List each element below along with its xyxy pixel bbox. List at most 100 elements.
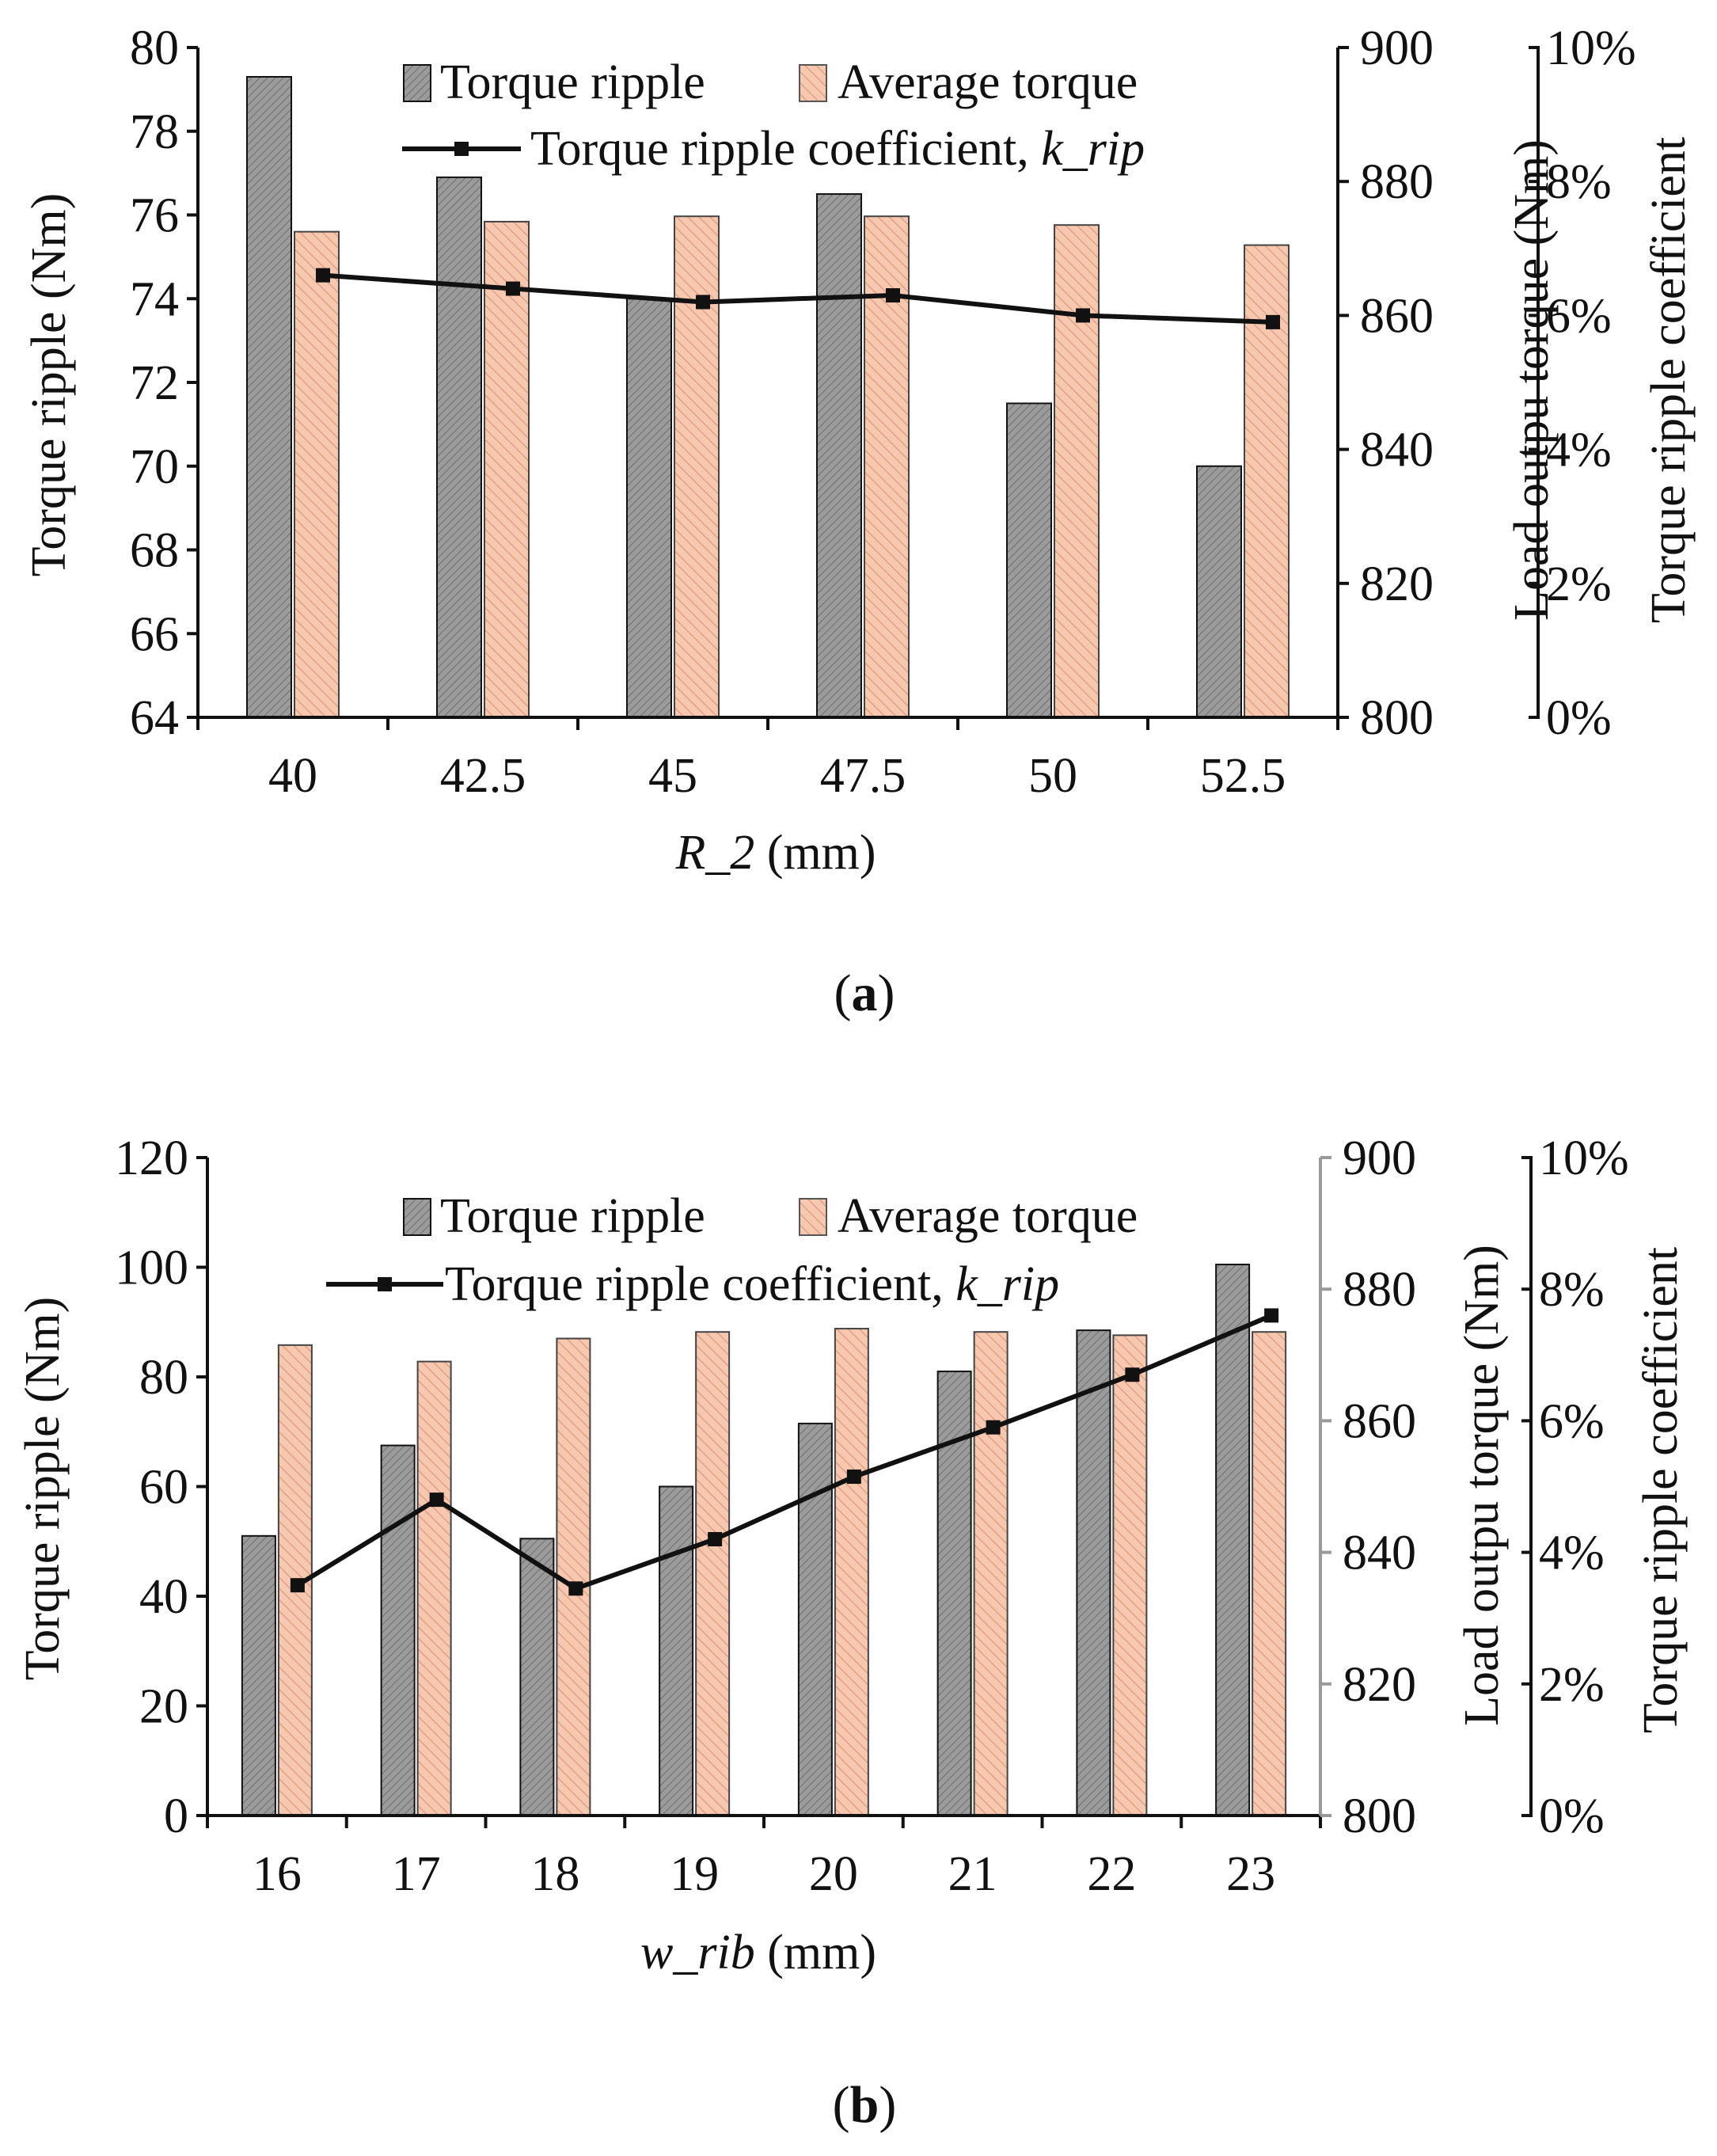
k-rip-marker [568,1581,583,1596]
k-rip-marker [429,1492,444,1508]
x-tick-label: 42.5 [440,749,526,803]
y-tick-label-right-load: 900 [1360,21,1434,75]
bar-torque-ripple [1215,1264,1251,1816]
bar-torque-ripple [519,1538,555,1816]
y-tick-label-right-coefficient: 10% [1546,21,1636,75]
y-tick-label-right-load: 840 [1343,1527,1416,1580]
bar-average-torque [834,1328,869,1817]
bar-torque-ripple [659,1485,694,1816]
y-tick-label-right-coefficient: 2% [1539,1658,1605,1712]
y-tick-label-right-coefficient: 2% [1546,557,1612,611]
x-axis-label: w_rib (mm) [640,1926,876,1979]
x-tick-label: 17 [392,1847,441,1901]
k-rip-marker [316,268,330,283]
bar-average-torque [294,230,340,718]
y-axis-label-right-coefficient: Torque ripple coefficient [1634,1247,1688,1733]
y-tick-label-right-coefficient: 8% [1546,155,1612,209]
chart-panel-a: 40 42.5 45 47.5 50 52.5 64 66 68 70 72 74 76 78 80 800 8… [22,21,1696,1022]
y-tick-label-right-coefficient: 0% [1539,1789,1605,1843]
y-tick-label-left: 20 [139,1680,188,1734]
x-axis-label: R_2 (mm) [674,826,876,880]
k-rip-marker [1076,308,1090,323]
k-rip-line [296,1313,1273,1591]
y-tick-label-right-coefficient: 6% [1546,289,1612,343]
panel-label-b: (b) [833,2076,897,2134]
legend-label-torque-ripple: Torque ripple [440,1189,705,1243]
k-rip-marker [886,288,900,303]
x-tick-label: 18 [530,1847,579,1901]
chart-panel-b: 16 17 18 19 20 21 22 23 0 20 40 60 80 100 120 800 820 840… [16,1131,1688,2134]
bar-average-torque [973,1331,1009,1816]
legend-label-torque-ripple: Torque ripple [440,55,705,109]
y-tick-label-right-coefficient: 4% [1539,1527,1605,1580]
k-rip-line [322,272,1274,325]
bar-torque-ripple [816,193,862,718]
legend-line-marker [378,1277,392,1291]
x-tick-label: 16 [253,1847,302,1901]
y-tick-label-right-coefficient: 0% [1546,691,1612,745]
tick-labels-group: 16 17 18 19 20 21 22 23 0 20 40 60 80 100 120 800 820 840… [115,1131,1629,1901]
k-rip-line-group [316,268,1280,329]
y-tick-label-left: 64 [130,691,179,745]
y-tick-label-right-load: 820 [1343,1658,1416,1712]
y-tick-label-right-load: 880 [1360,155,1434,209]
x-tick-label: 50 [1028,749,1077,803]
y-tick-label-left: 70 [130,440,179,494]
k-rip-marker [506,281,520,296]
axes-group [187,46,1540,730]
y-tick-label-left: 68 [130,524,179,578]
bar-torque-ripple [246,76,292,718]
y-tick-label-left: 74 [130,272,179,326]
bar-torque-ripple [1006,402,1052,718]
bar-torque-ripple [241,1534,276,1816]
x-tick-label: 20 [809,1847,858,1901]
legend-swatch-torque-ripple [403,1198,431,1236]
k-rip-marker [1266,314,1280,329]
legend-label-k-rip: Torque ripple coefficient, k_rip [445,1257,1059,1311]
bar-torque-ripple [1196,465,1242,718]
k-rip-marker [290,1578,305,1593]
bar-torque-ripple [626,298,672,718]
y-tick-label-right-load: 880 [1343,1263,1416,1317]
bar-average-torque [416,1360,452,1816]
y-tick-label-right-load: 900 [1343,1131,1416,1185]
x-tick-label: 23 [1226,1847,1275,1901]
y-axis-label-right-load: Load outpu torque (Nm) [1455,1245,1509,1726]
bar-average-torque [674,215,720,718]
tick-labels-group: 40 42.5 45 47.5 50 52.5 64 66 68 70 72 74 76 78 80 800 8… [130,21,1636,803]
x-tick-label: 22 [1087,1847,1136,1901]
y-tick-label-right-load: 840 [1360,424,1434,477]
legend-swatch-average-torque [799,1198,827,1236]
legend-label-average-torque: Average torque [838,1189,1138,1243]
legend-line-marker [454,142,469,156]
k-rip-line-group [290,1308,1279,1596]
y-tick-label-right-load: 860 [1360,289,1434,343]
legend-label-k-rip: Torque ripple coefficient, k_rip [530,122,1145,176]
y-axis-label-left: Torque ripple (Nm) [22,193,76,577]
x-tick-label: 40 [268,749,317,803]
bar-torque-ripple [1076,1329,1111,1816]
y-tick-label-left: 60 [139,1461,188,1515]
y-tick-label-left: 76 [130,189,179,243]
y-tick-label-left: 40 [139,1570,188,1624]
y-tick-label-left: 78 [130,105,179,159]
legend: Torque ripple Average torque Torque ripp… [402,55,1145,176]
k-rip-marker [1125,1367,1140,1382]
y-tick-label-left: 120 [115,1131,188,1185]
y-tick-label-right-load: 820 [1360,557,1434,611]
k-rip-marker [696,295,710,310]
k-rip-marker [986,1420,1001,1435]
y-tick-label-right-coefficient: 8% [1539,1263,1605,1317]
bar-average-torque [695,1331,731,1816]
panel-label-a: (a) [834,964,895,1022]
k-rip-marker [1264,1308,1279,1323]
y-tick-label-right-load: 800 [1360,691,1434,745]
y-axis-label-left: Torque ripple (Nm) [16,1297,70,1681]
y-tick-label-left: 0 [164,1789,188,1843]
y-tick-label-left: 80 [139,1351,188,1405]
bar-torque-ripple [436,176,482,719]
y-tick-label-right-coefficient: 4% [1546,424,1612,477]
bars-group [241,1264,1287,1817]
k-rip-marker [846,1470,861,1485]
bar-torque-ripple [797,1422,833,1817]
